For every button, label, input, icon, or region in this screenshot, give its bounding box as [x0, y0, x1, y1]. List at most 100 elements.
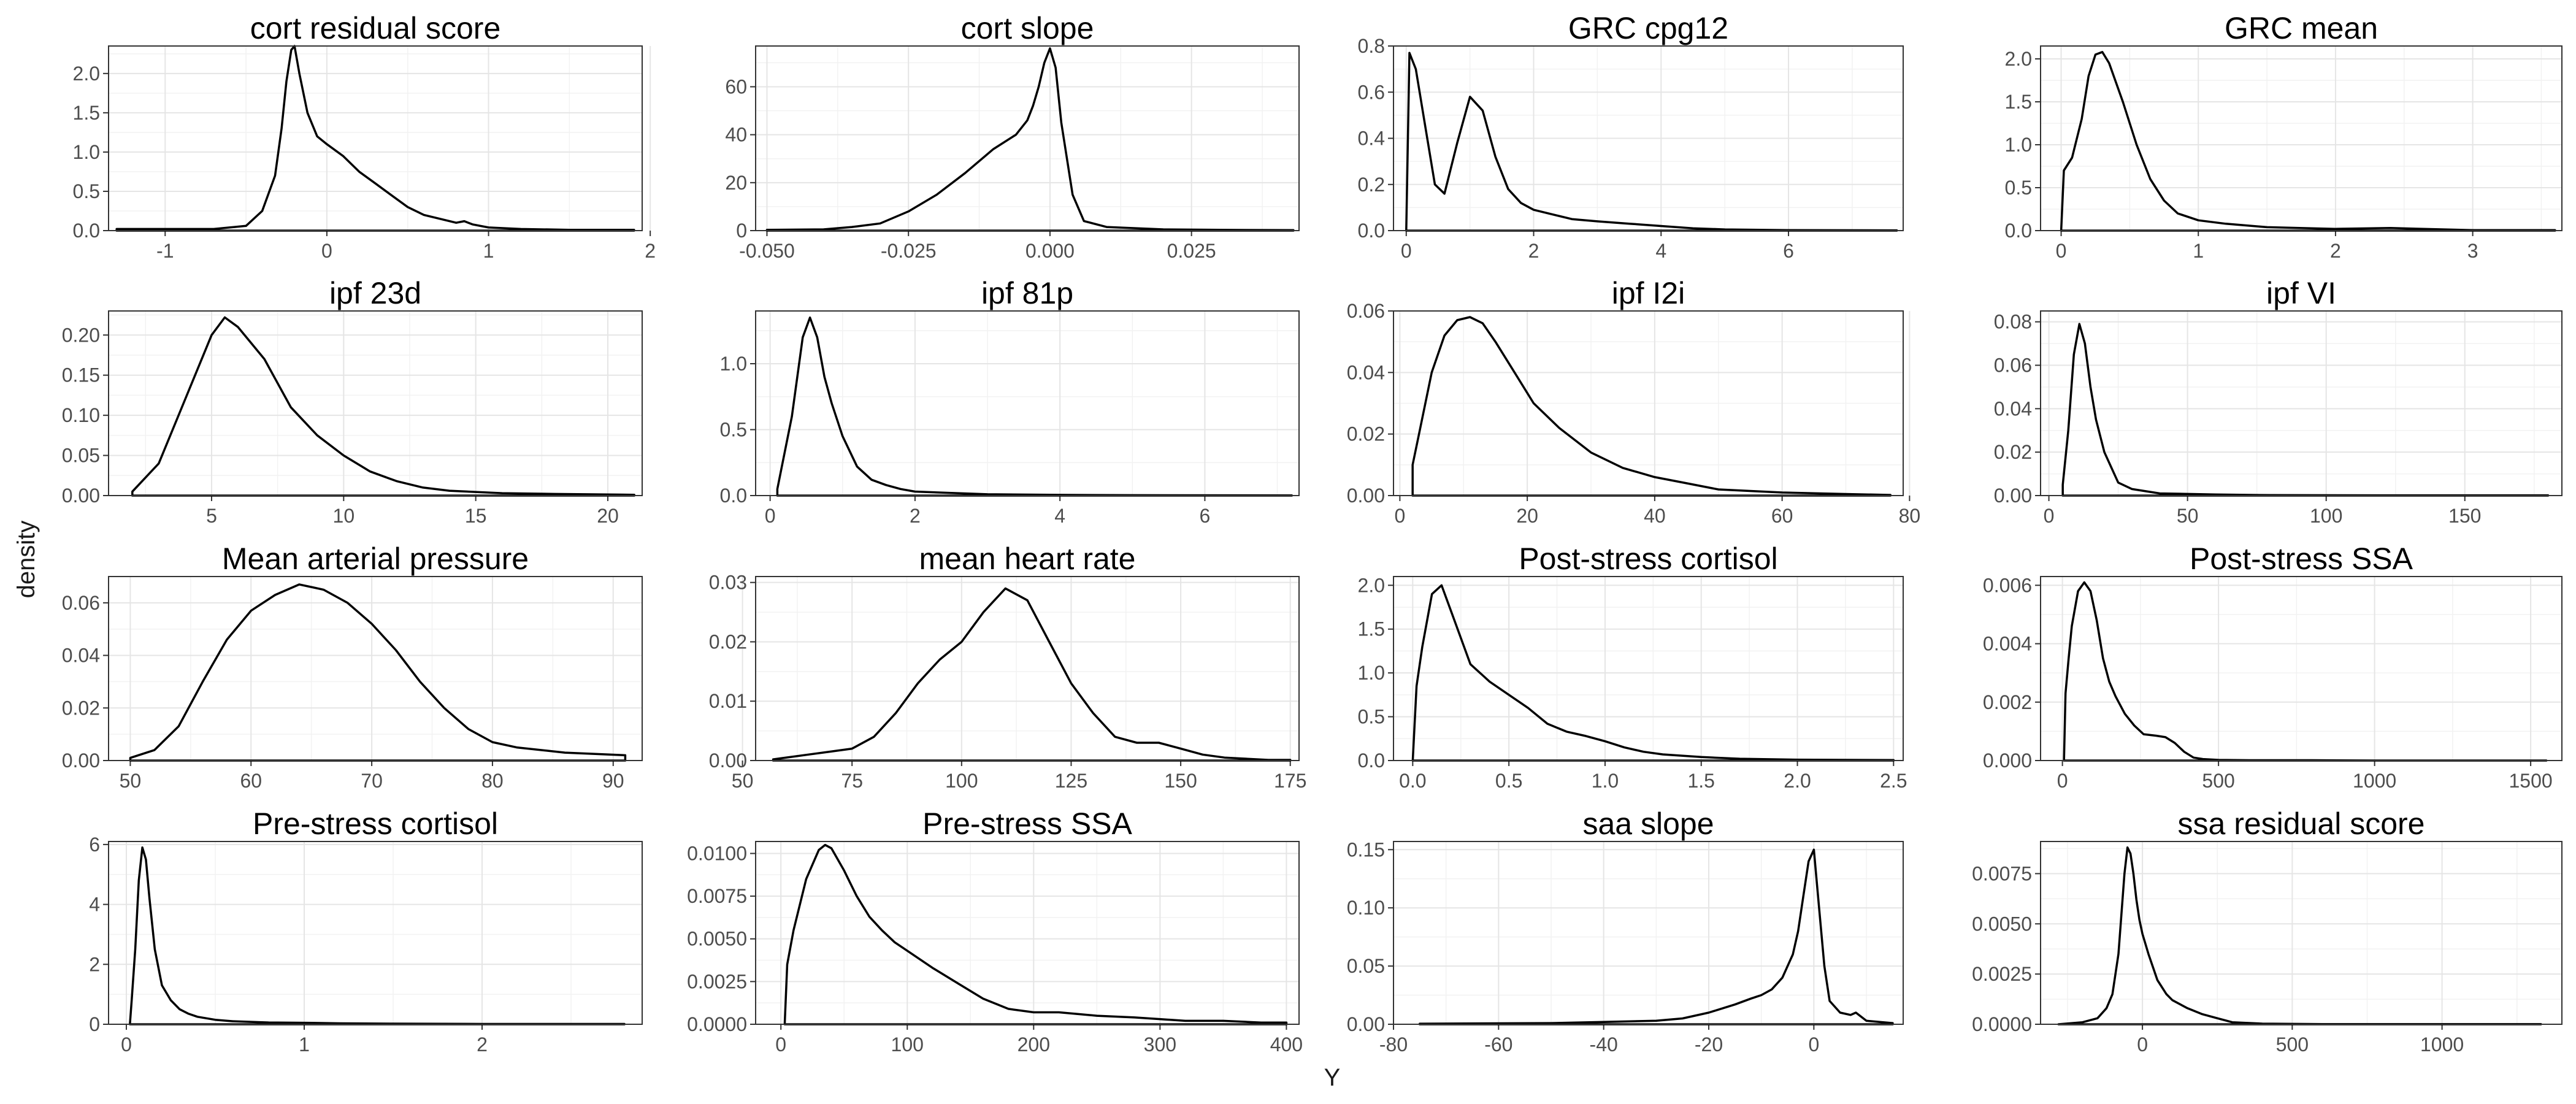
x-tick-label: 50: [120, 770, 142, 792]
x-tick-label: 0: [2056, 240, 2067, 262]
y-tick-label: 0.03: [709, 572, 747, 594]
panel-border: [755, 576, 1300, 761]
panel-border: [755, 310, 1300, 496]
y-tick-label: 0.0000: [687, 1013, 747, 1035]
x-tick-label: 300: [1144, 1033, 1176, 1056]
panel-border: [108, 310, 643, 496]
y-tick-label: 0.0050: [687, 928, 747, 950]
panel-border: [1393, 576, 1904, 761]
y-tick-label: 0.06: [1347, 300, 1385, 322]
panel-title: Mean arterial pressure: [222, 542, 529, 576]
y-tick-label: 0.00: [1994, 485, 2032, 507]
x-tick-label: 175: [1274, 770, 1306, 792]
x-tick-label: 0.5: [1495, 770, 1522, 792]
x-tick-label: 1000: [2353, 770, 2396, 792]
y-tick-label: 1.5: [2005, 91, 2032, 113]
x-tick-label: 20: [597, 505, 619, 527]
facet-panel: 0 50 100 150 0.00 0.02 0.04 0.06 0.08 ipf VI: [1994, 276, 2563, 527]
panel-background: [2041, 577, 2562, 761]
y-tick-label: 6: [89, 834, 100, 856]
x-tick-label: 50: [2177, 505, 2199, 527]
y-tick-label: 1.0: [2005, 134, 2032, 156]
x-tick-label: 0: [2044, 505, 2055, 527]
x-axis-title: Y: [1324, 1064, 1341, 1091]
x-tick-label: 2.0: [1784, 770, 1811, 792]
x-tick-label: 400: [1270, 1033, 1303, 1056]
y-tick-label: 0.0: [1358, 220, 1385, 242]
y-tick-label: 0.00: [709, 749, 747, 772]
facet-panel: 0 500 1000 0.0000 0.0025 0.0050 0.0075 ssa resi…: [1972, 807, 2563, 1056]
y-tick-label: 0.02: [1347, 423, 1385, 445]
y-tick-label: 0.06: [1994, 355, 2032, 377]
y-tick-label: 0.00: [62, 485, 100, 507]
x-tick-label: 3: [2467, 240, 2478, 262]
x-tick-label: 10: [333, 505, 355, 527]
y-tick-label: 0.15: [62, 364, 100, 386]
facet-panel: -1 0 1 2 0.0 0.5 1.0 1.5 2.0 cort residual score: [73, 11, 656, 262]
x-tick-label: 200: [1018, 1033, 1050, 1056]
panel-title: ipf 81p: [981, 276, 1073, 310]
y-tick-label: 0.5: [2005, 177, 2032, 199]
y-tick-label: 0.0: [2005, 220, 2032, 242]
x-tick-label: 0: [121, 1033, 132, 1056]
y-tick-label: 0.02: [62, 697, 100, 719]
facet-panel: -80 -60 -40 -20 0 0.00 0.05 0.10 0.15 saa slope: [1347, 807, 1904, 1056]
panel-border: [2040, 841, 2563, 1025]
x-tick-label: 1: [2193, 240, 2204, 262]
panel-background: [2041, 841, 2562, 1024]
y-tick-label: 1.0: [1358, 662, 1385, 684]
x-tick-label: -60: [1484, 1033, 1512, 1056]
x-tick-label: -0.050: [739, 240, 795, 262]
x-tick-label: 60: [1771, 505, 1793, 527]
facet-panel: 0.0 0.5 1.0 1.5 2.0 2.5 0.0 0.5 1.0 1.5 2.0 Post-st…: [1358, 542, 1907, 792]
y-tick-label: 2.0: [73, 63, 100, 85]
x-tick-label: 0: [2057, 770, 2068, 792]
x-tick-label: 40: [1644, 505, 1666, 527]
y-tick-label: 0.05: [1347, 955, 1385, 977]
y-tick-label: 0.10: [62, 404, 100, 426]
y-tick-label: 40: [725, 124, 747, 146]
panel-title: mean heart rate: [919, 542, 1136, 576]
x-tick-label: 50: [732, 770, 754, 792]
density-line: [2060, 51, 2556, 232]
x-tick-label: 80: [1899, 505, 1921, 527]
panel-border: [755, 841, 1300, 1025]
y-tick-label: 0.0000: [1972, 1013, 2032, 1035]
panel-background: [756, 46, 1299, 231]
y-tick-label: 0.002: [1983, 691, 2032, 713]
density-line: [1419, 848, 1894, 1025]
y-tick-label: 0.006: [1983, 574, 2032, 596]
y-tick-label: 0.02: [1994, 441, 2032, 463]
y-tick-label: 0.05: [62, 445, 100, 467]
panel-border: [755, 45, 1300, 231]
panel-title: Pre-stress SSA: [922, 807, 1132, 841]
x-tick-label: 80: [481, 770, 504, 792]
x-tick-label: 4: [1054, 505, 1065, 527]
y-tick-label: 0.10: [1347, 897, 1385, 919]
density-line: [115, 45, 635, 232]
facet-panel: 0 1 2 0 2 4 6 Pre-stress cortisol: [89, 807, 643, 1056]
panel-background: [1393, 841, 1903, 1024]
y-tick-label: 1.0: [720, 353, 747, 375]
y-tick-label: 0.01: [709, 690, 747, 712]
y-tick-label: 20: [725, 172, 747, 194]
x-tick-label: 5: [206, 505, 217, 527]
panel-border: [2040, 576, 2563, 761]
y-tick-label: 0.0: [73, 220, 100, 242]
y-tick-label: 0.5: [720, 419, 747, 441]
y-tick-label: 0.06: [62, 592, 100, 614]
x-tick-label: 2: [645, 240, 656, 262]
panel-title: Post-stress cortisol: [1519, 542, 1777, 576]
y-tick-label: 0.6: [1358, 81, 1385, 103]
y-tick-label: 0.00: [1347, 1013, 1385, 1035]
y-tick-label: 0.0: [1358, 749, 1385, 772]
y-tick-label: 0.04: [1994, 397, 2032, 420]
x-tick-label: 0: [765, 505, 776, 527]
x-tick-label: 125: [1055, 770, 1087, 792]
x-tick-label: -1: [156, 240, 174, 262]
x-tick-label: 6: [1200, 505, 1211, 527]
x-tick-label: 500: [2276, 1033, 2309, 1056]
x-tick-label: 0: [1394, 505, 1405, 527]
